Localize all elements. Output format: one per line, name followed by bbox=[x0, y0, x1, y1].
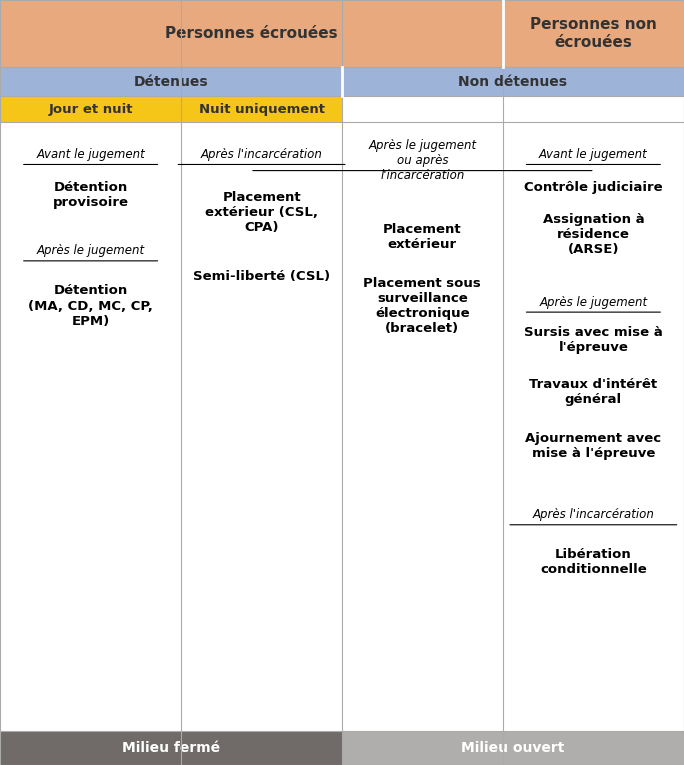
Bar bbox=[342, 96, 684, 122]
Text: Contrôle judiciaire: Contrôle judiciaire bbox=[524, 181, 663, 194]
Text: Milieu fermé: Milieu fermé bbox=[122, 741, 220, 755]
Text: Avant le jugement: Avant le jugement bbox=[539, 148, 648, 161]
Bar bbox=[0, 122, 684, 731]
Text: Placement sous
surveillance
électronique
(bracelet): Placement sous surveillance électronique… bbox=[363, 277, 482, 335]
Text: Détenues: Détenues bbox=[133, 75, 209, 89]
Bar bbox=[0, 67, 342, 96]
Text: Après le jugement
ou après
l'incarcération: Après le jugement ou après l'incarcérati… bbox=[368, 139, 477, 182]
Text: Avant le jugement: Avant le jugement bbox=[36, 148, 145, 161]
Text: Travaux d'intérêt
général: Travaux d'intérêt général bbox=[529, 379, 657, 406]
Text: Milieu ouvert: Milieu ouvert bbox=[461, 741, 565, 755]
Text: Placement
extérieur: Placement extérieur bbox=[383, 223, 462, 251]
Bar bbox=[342, 67, 684, 96]
Text: Détention
(MA, CD, MC, CP,
EPM): Détention (MA, CD, MC, CP, EPM) bbox=[28, 285, 153, 327]
Bar bbox=[503, 0, 684, 67]
Bar bbox=[342, 731, 684, 765]
Text: Placement
extérieur (CSL,
CPA): Placement extérieur (CSL, CPA) bbox=[205, 191, 318, 234]
Text: Après l'incarcération: Après l'incarcération bbox=[200, 148, 323, 161]
Text: Personnes non
écrouées: Personnes non écrouées bbox=[530, 18, 657, 50]
Bar bbox=[0, 96, 181, 122]
Bar bbox=[181, 96, 342, 122]
Bar bbox=[0, 0, 503, 67]
Text: Après le jugement: Après le jugement bbox=[539, 296, 648, 308]
Text: Assignation à
résidence
(ARSE): Assignation à résidence (ARSE) bbox=[542, 213, 644, 256]
Text: Après l'incarcération: Après l'incarcération bbox=[532, 509, 655, 521]
Bar bbox=[0, 731, 342, 765]
Text: Semi-liberté (CSL): Semi-liberté (CSL) bbox=[193, 271, 330, 283]
Text: Jour et nuit: Jour et nuit bbox=[49, 103, 133, 116]
Text: Libération
conditionnelle: Libération conditionnelle bbox=[540, 549, 647, 576]
Text: Ajournement avec
mise à l'épreuve: Ajournement avec mise à l'épreuve bbox=[525, 432, 661, 460]
Text: Détention
provisoire: Détention provisoire bbox=[53, 181, 129, 209]
Text: Sursis avec mise à
l'épreuve: Sursis avec mise à l'épreuve bbox=[524, 327, 663, 354]
Text: Personnes écrouées: Personnes écrouées bbox=[165, 26, 338, 41]
Text: Non détenues: Non détenues bbox=[458, 75, 568, 89]
Text: Nuit uniquement: Nuit uniquement bbox=[198, 103, 325, 116]
Text: Après le jugement: Après le jugement bbox=[36, 245, 145, 257]
